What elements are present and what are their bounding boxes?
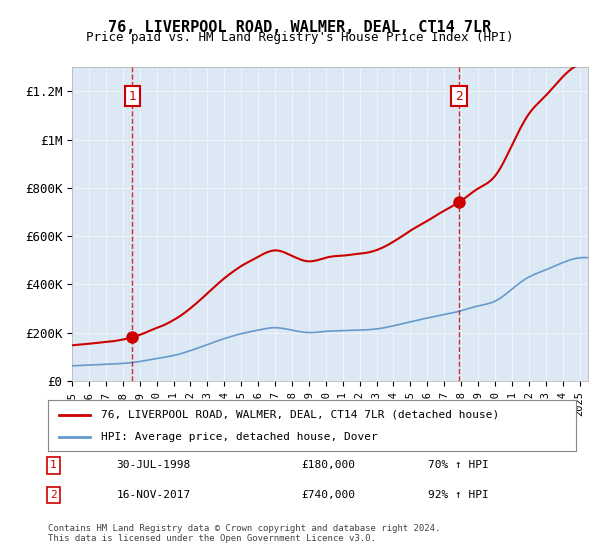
Text: HPI: Average price, detached house, Dover: HPI: Average price, detached house, Dove… xyxy=(101,432,377,442)
Text: 16-NOV-2017: 16-NOV-2017 xyxy=(116,490,191,500)
Text: 76, LIVERPOOL ROAD, WALMER, DEAL, CT14 7LR (detached house): 76, LIVERPOOL ROAD, WALMER, DEAL, CT14 7… xyxy=(101,409,499,419)
Text: £740,000: £740,000 xyxy=(301,490,355,500)
Text: 76, LIVERPOOL ROAD, WALMER, DEAL, CT14 7LR: 76, LIVERPOOL ROAD, WALMER, DEAL, CT14 7… xyxy=(109,20,491,35)
Text: 2: 2 xyxy=(50,490,56,500)
Text: 70% ↑ HPI: 70% ↑ HPI xyxy=(428,460,489,470)
Text: Price paid vs. HM Land Registry's House Price Index (HPI): Price paid vs. HM Land Registry's House … xyxy=(86,31,514,44)
Text: £180,000: £180,000 xyxy=(301,460,355,470)
Text: Contains HM Land Registry data © Crown copyright and database right 2024.
This d: Contains HM Land Registry data © Crown c… xyxy=(48,524,440,543)
Text: 1: 1 xyxy=(128,90,136,102)
Text: 2: 2 xyxy=(455,90,463,102)
Text: 1: 1 xyxy=(50,460,56,470)
Text: 92% ↑ HPI: 92% ↑ HPI xyxy=(428,490,489,500)
Text: 30-JUL-1998: 30-JUL-1998 xyxy=(116,460,191,470)
